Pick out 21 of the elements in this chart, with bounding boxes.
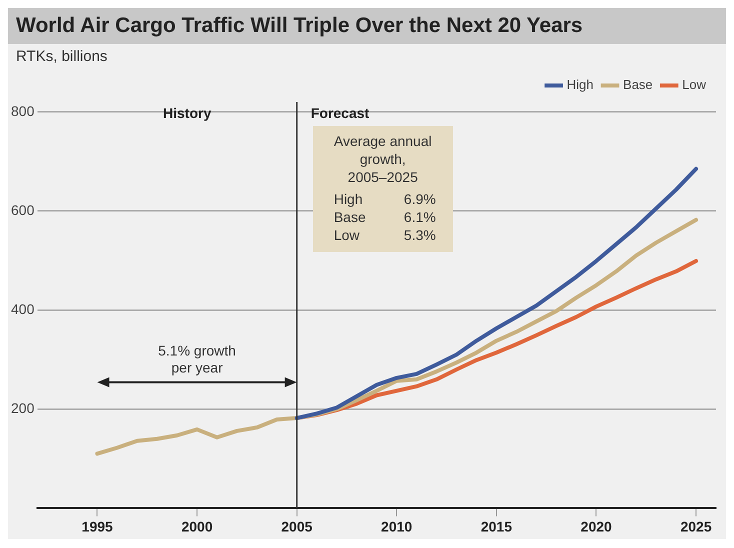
legend-label: Base (623, 77, 653, 92)
y-tick-label: 400 (11, 300, 35, 317)
annotation: Forecast (310, 105, 370, 121)
x-tick-label: 2025 (680, 518, 712, 534)
annotation: Average annual growth, 2005–2025 (332, 132, 433, 186)
y-tick-label: 200 (11, 400, 35, 416)
annotation: History (162, 105, 212, 121)
y-tick-label: 600 (11, 202, 35, 218)
y-axis-title: RTKs, billions (15, 47, 108, 67)
chart-title: World Air Cargo Traffic Will Triple Over the Next 20 Years (8, 8, 726, 44)
y-tick-label: 800 (11, 102, 35, 119)
legend-label: High (566, 77, 594, 92)
annotation: 5.1% growth per year (158, 342, 236, 376)
x-tick-label: 2020 (580, 518, 612, 534)
x-tick-label: 2015 (480, 518, 512, 534)
x-tick-label: 2010 (381, 518, 412, 534)
x-tick-label: 2000 (181, 518, 213, 534)
legend-label: Low (682, 77, 707, 92)
note-box: Average annual growth, 2005–2025 High 6.9% Base 6.1% Low 5.3% (312, 126, 453, 252)
x-tick-label: 1995 (82, 518, 114, 534)
x-tick-label: 2005 (281, 518, 313, 534)
